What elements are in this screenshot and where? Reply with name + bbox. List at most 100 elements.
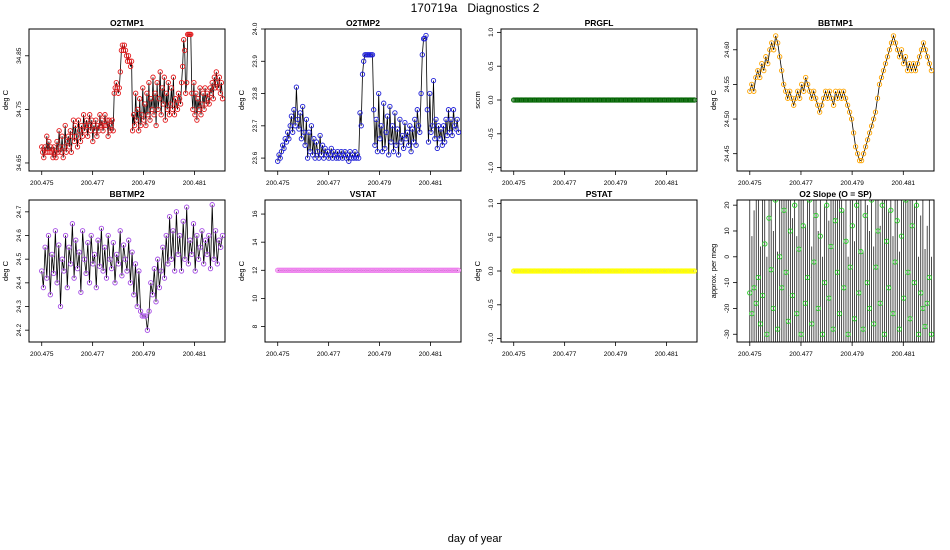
- data-point: [409, 126, 415, 132]
- data-point: [445, 107, 452, 113]
- data-point: [192, 268, 198, 274]
- data-point: [117, 69, 123, 75]
- data-point: [402, 119, 408, 126]
- data-point: [61, 144, 67, 150]
- y-tick-label: 12: [252, 266, 259, 274]
- data-point: [214, 261, 220, 267]
- data-point: [98, 225, 105, 232]
- data-point: [751, 285, 757, 291]
- panel-o2tmp2: O2TMP2 deg C 200.475 200.477 200.479 200.481 2…: [237, 18, 462, 187]
- data-point: [216, 237, 222, 243]
- data-point: [210, 96, 216, 102]
- data-point: [753, 300, 759, 306]
- data-point: [779, 67, 785, 74]
- y-tick-label: -10: [724, 278, 731, 288]
- data-point: [358, 123, 364, 129]
- data-point: [874, 95, 881, 101]
- data-point: [101, 122, 107, 129]
- data-point: [88, 232, 94, 239]
- data-point: [162, 117, 168, 123]
- data-point: [765, 60, 771, 67]
- data-point: [62, 232, 69, 239]
- x-tick-label: 200.481: [419, 351, 443, 358]
- data-point: [103, 275, 110, 281]
- data-point: [319, 142, 326, 148]
- data-point: [912, 67, 919, 74]
- panel-o2tmp1: O2TMP1 deg C 200.475 200.477 200.479 200.481 3…: [1, 18, 226, 187]
- data-point: [47, 292, 53, 298]
- data-point: [389, 123, 396, 129]
- data-point: [378, 123, 384, 129]
- data-point: [40, 149, 46, 155]
- data-point: [372, 142, 378, 148]
- data-point: [794, 310, 800, 317]
- data-point: [98, 122, 104, 129]
- data-point: [779, 285, 785, 291]
- x-tick-label: 200.479: [132, 180, 156, 187]
- data-point: [428, 129, 434, 135]
- data-point: [175, 90, 182, 96]
- data-point: [149, 106, 155, 113]
- data-point: [324, 148, 331, 155]
- data-point: [288, 113, 295, 119]
- x-tick-label: 200.479: [368, 180, 392, 187]
- data-point: [429, 123, 435, 129]
- data-point: [123, 53, 130, 59]
- data-point: [293, 84, 300, 90]
- data-point: [161, 275, 168, 281]
- data-point: [72, 122, 79, 129]
- data-point: [388, 139, 394, 145]
- data-point: [152, 90, 158, 96]
- data-point: [443, 116, 449, 123]
- data-point: [434, 145, 440, 152]
- data-point: [792, 202, 798, 208]
- data-point: [180, 218, 186, 224]
- data-point: [175, 251, 181, 258]
- data-point: [219, 232, 225, 239]
- x-tick-label: 200.477: [553, 351, 577, 358]
- data-point: [916, 54, 923, 60]
- data-point: [896, 54, 903, 60]
- data-point: [405, 142, 412, 148]
- data-point: [63, 149, 69, 155]
- data-point: [40, 284, 47, 291]
- data-point: [787, 228, 794, 234]
- data-point: [449, 132, 455, 139]
- data-point: [886, 285, 892, 291]
- data-point: [298, 136, 305, 142]
- data-point: [873, 264, 879, 270]
- data-point: [911, 279, 917, 286]
- data-point: [42, 144, 48, 150]
- data-point: [800, 223, 806, 229]
- data-point: [211, 74, 217, 80]
- data-point: [134, 117, 140, 123]
- data-point: [347, 148, 353, 155]
- data-point: [304, 155, 311, 161]
- data-point: [115, 261, 122, 267]
- panel-pstat: PSTAT deg C 200.475 200.477 200.479 200.481 -1…: [473, 189, 698, 358]
- data-point: [190, 106, 196, 113]
- data-point: [811, 88, 817, 94]
- data-point: [328, 145, 334, 152]
- y-tick-label: 23.9: [252, 55, 259, 68]
- data-point: [177, 232, 183, 239]
- data-point: [868, 200, 875, 203]
- data-point: [218, 79, 225, 86]
- data-point: [386, 152, 392, 158]
- data-point: [58, 149, 64, 155]
- data-point: [76, 128, 83, 134]
- data-point: [751, 88, 757, 94]
- data-point: [75, 117, 82, 123]
- x-tick-label: 200.481: [892, 180, 916, 187]
- data-point: [844, 102, 851, 108]
- data-point: [909, 223, 915, 229]
- y-tick-label: 1.0: [488, 27, 495, 36]
- data-point: [819, 102, 825, 108]
- plot-frame: [28, 199, 226, 343]
- data-point: [410, 139, 417, 145]
- data-point: [413, 142, 419, 148]
- data-point: [813, 95, 819, 101]
- y-tick-label: 23.6: [252, 151, 259, 164]
- data-point: [91, 251, 98, 258]
- data-point: [395, 152, 402, 158]
